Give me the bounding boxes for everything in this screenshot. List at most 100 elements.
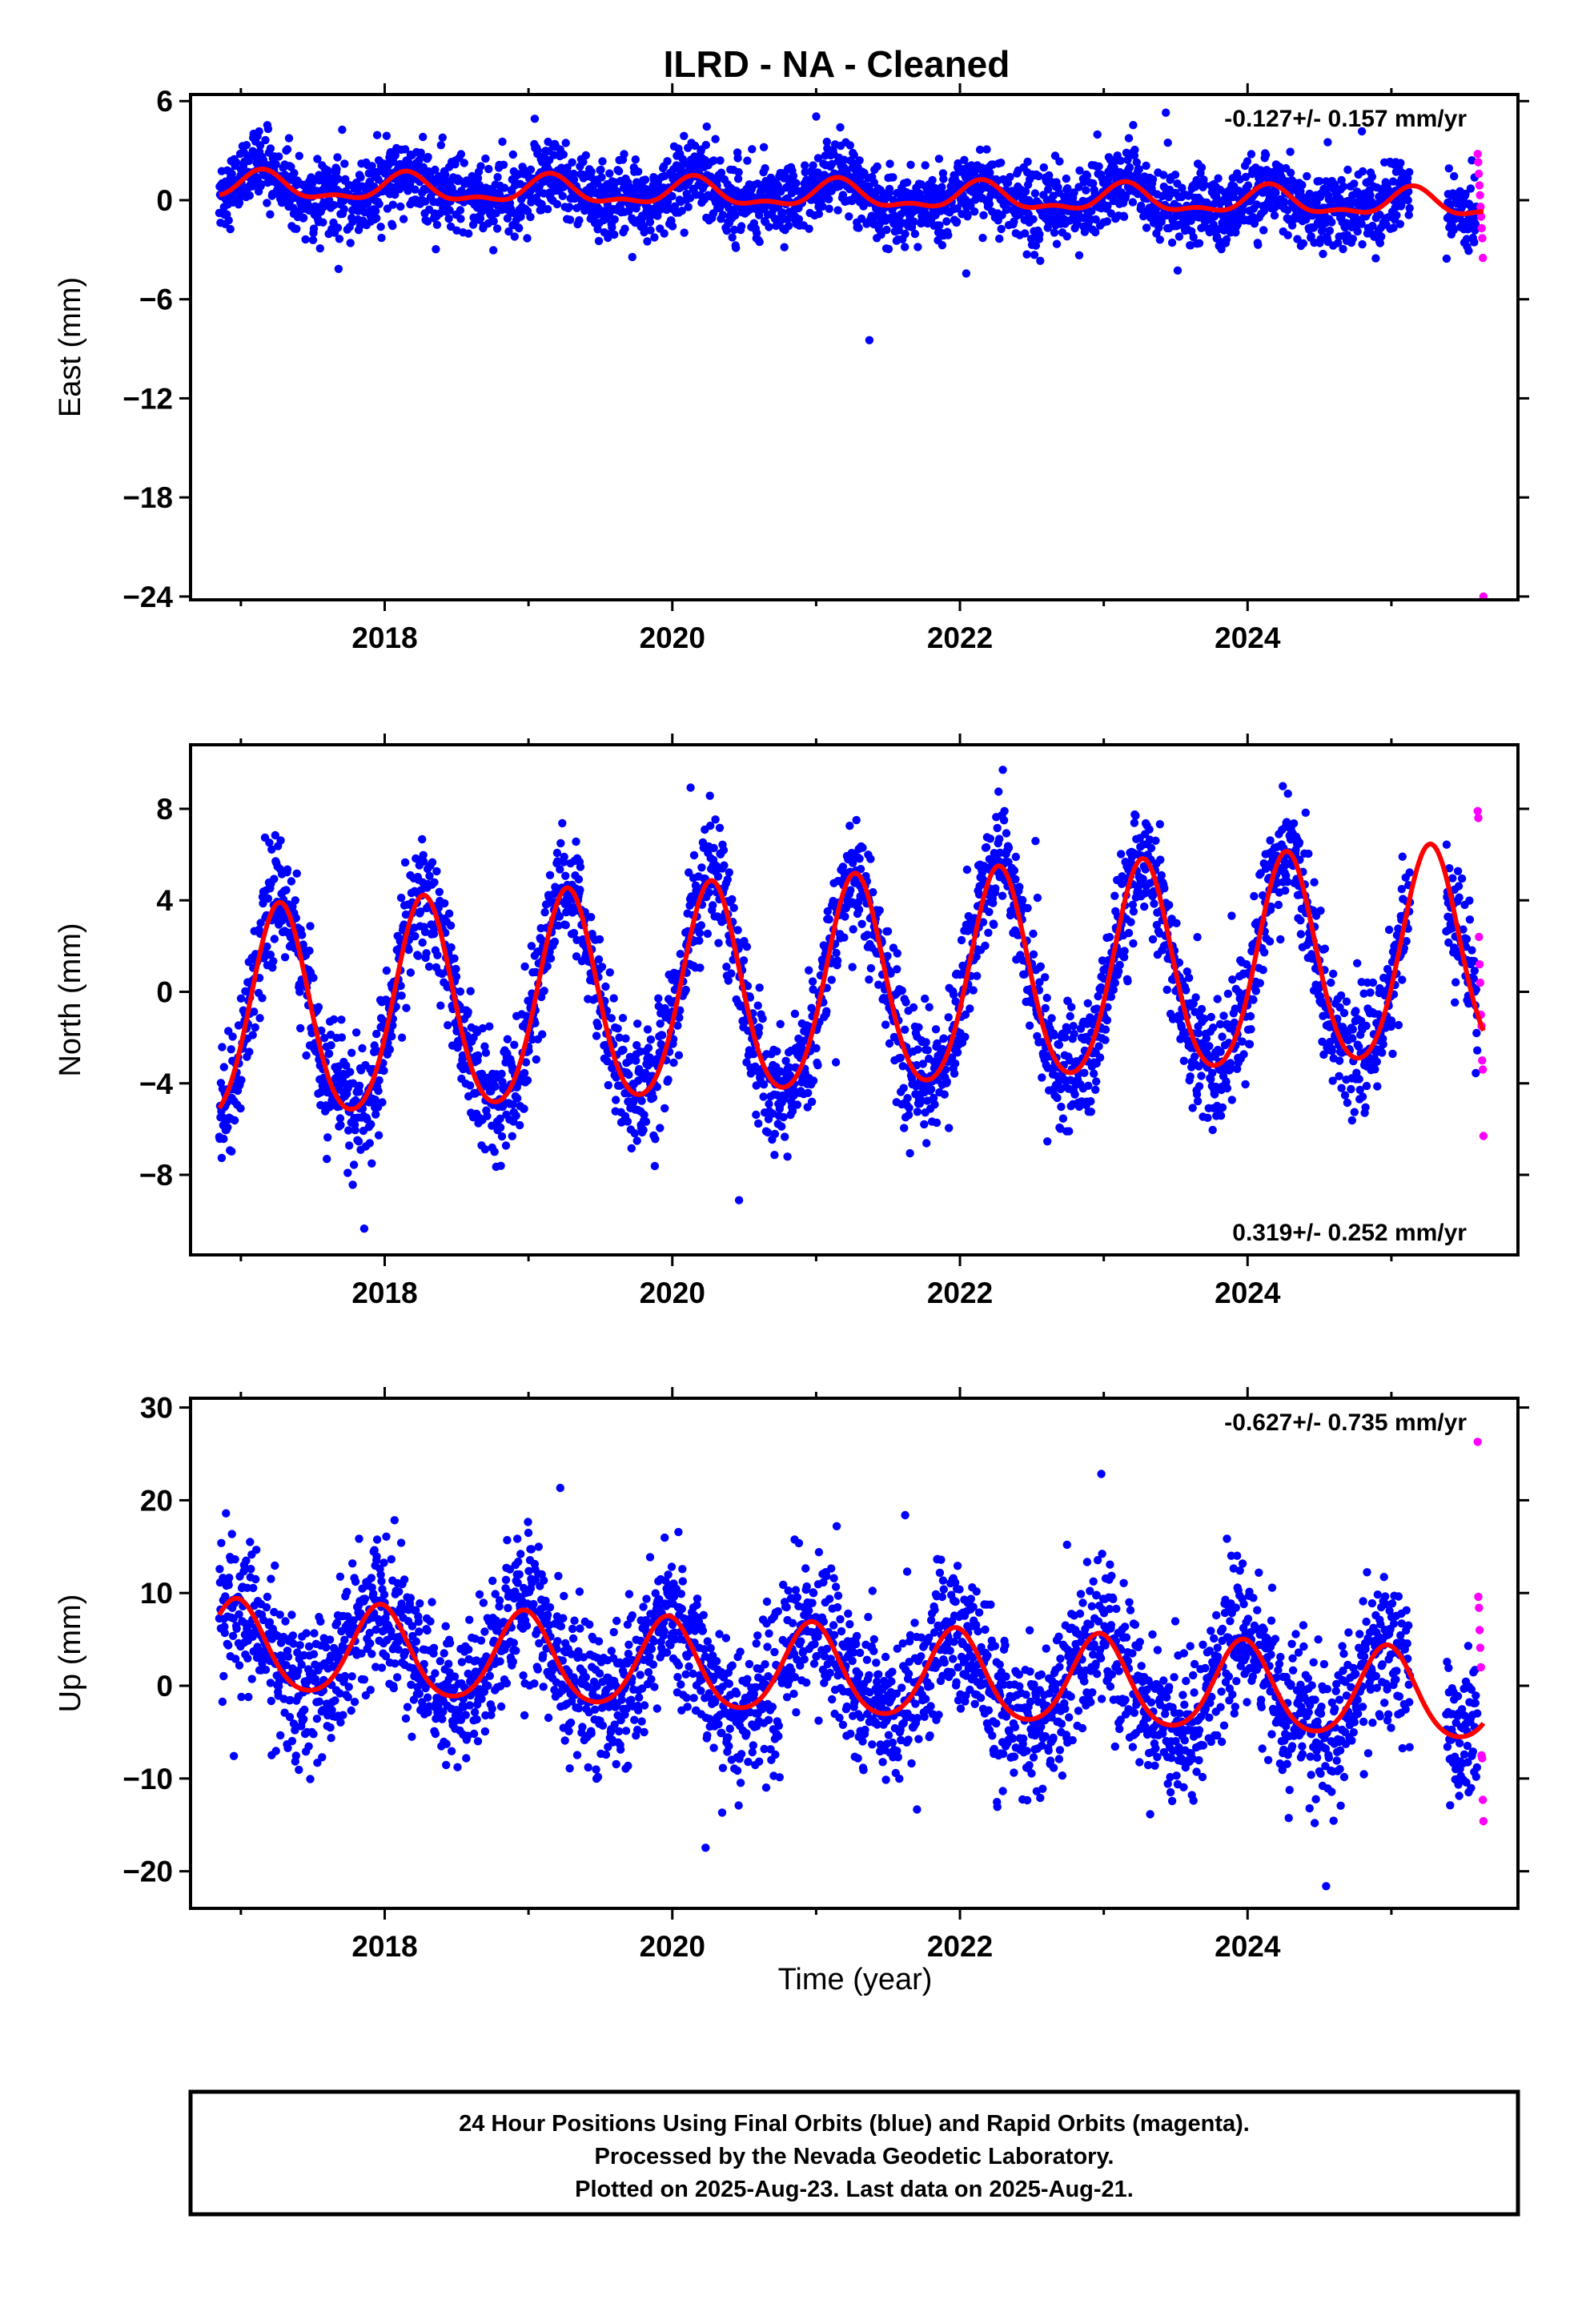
east-final-point xyxy=(329,200,339,210)
east-ytick-label: −12 xyxy=(122,382,173,415)
north-final-point xyxy=(809,1076,818,1085)
east-final-point xyxy=(884,244,893,254)
east-final-point xyxy=(256,179,266,189)
east-final-point xyxy=(820,171,829,179)
east-final-point xyxy=(845,141,855,150)
east-final-point xyxy=(855,156,864,165)
east-final-point xyxy=(579,158,588,167)
east-final-point xyxy=(650,233,659,242)
north-final-point xyxy=(320,1034,329,1043)
north-final-point xyxy=(656,1019,665,1028)
east-final-point xyxy=(1366,191,1375,199)
east-final-point xyxy=(1368,221,1377,231)
east-final-point xyxy=(1089,179,1098,188)
north-final-point xyxy=(354,1137,363,1146)
east-final-point xyxy=(389,157,398,167)
east-final-point xyxy=(814,210,824,219)
north-final-point xyxy=(587,913,596,922)
north-final-point xyxy=(1015,883,1024,891)
east-xtick-label: 2024 xyxy=(1215,621,1281,654)
north-final-point xyxy=(1094,1042,1103,1051)
north-final-point xyxy=(227,1147,236,1156)
east-final-point xyxy=(639,222,648,231)
east-final-point xyxy=(1093,130,1102,139)
north-final-point xyxy=(733,926,742,935)
north-final-point xyxy=(540,987,548,995)
east-final-point xyxy=(261,135,270,145)
north-final-point xyxy=(400,858,410,867)
east-final-point xyxy=(1466,184,1476,193)
east-final-point xyxy=(906,160,915,169)
east-final-point xyxy=(849,151,858,159)
north-final-point xyxy=(255,1014,264,1023)
north-final-point xyxy=(939,1034,949,1043)
east-final-point xyxy=(690,141,700,151)
east-final-point xyxy=(346,239,355,247)
north-final-point xyxy=(1018,895,1027,905)
east-final-point xyxy=(845,212,853,221)
east-final-point xyxy=(489,246,498,255)
east-final-point xyxy=(468,220,478,229)
east-final-point xyxy=(1375,239,1385,247)
east-final-point xyxy=(944,231,953,239)
east-final-point xyxy=(284,134,294,143)
east-final-point xyxy=(526,212,535,222)
north-final-point xyxy=(905,1104,913,1112)
east-final-point xyxy=(885,159,894,168)
north-final-point xyxy=(905,1148,914,1158)
north-final-point xyxy=(654,994,663,1003)
north-final-point xyxy=(561,921,570,930)
east-final-point xyxy=(680,131,689,140)
east-final-point xyxy=(614,167,624,175)
east-plot-frame xyxy=(189,93,1520,601)
north-final-point xyxy=(282,886,291,895)
north-final-point xyxy=(1069,1022,1078,1031)
north-final-points xyxy=(215,766,1482,1233)
north-final-point xyxy=(1050,1031,1059,1040)
north-final-point xyxy=(739,956,749,965)
east-final-point xyxy=(432,220,442,229)
north-final-point xyxy=(236,1104,245,1113)
north-final-point xyxy=(478,1023,488,1033)
north-final-point xyxy=(270,935,279,943)
east-final-point xyxy=(1082,186,1090,195)
east-final-point xyxy=(737,222,746,231)
east-final-point xyxy=(492,224,502,233)
north-final-point xyxy=(841,912,849,921)
north-final-point xyxy=(1080,1068,1089,1077)
east-final-point xyxy=(1243,181,1253,190)
north-final-point xyxy=(627,1144,636,1153)
east-final-point xyxy=(921,161,930,170)
east-final-point xyxy=(942,217,951,226)
east-final-point xyxy=(1357,219,1366,228)
north-final-point xyxy=(522,1011,531,1020)
east-final-point xyxy=(730,225,739,235)
east-final-point xyxy=(789,171,798,180)
east-final-point xyxy=(663,157,672,166)
north-final-point xyxy=(669,1058,678,1068)
east-final-point xyxy=(231,158,241,167)
east-rapid-point xyxy=(1476,191,1484,199)
east-final-point xyxy=(1034,171,1043,181)
east-final-point xyxy=(416,148,425,157)
east-final-point xyxy=(677,207,686,215)
north-final-point xyxy=(656,1124,665,1132)
north-final-point xyxy=(822,1007,831,1015)
north-final-point xyxy=(705,791,714,800)
east-final-point xyxy=(684,203,693,211)
north-final-point xyxy=(473,1051,483,1060)
east-final-point xyxy=(404,187,412,195)
east-final-point xyxy=(869,178,879,187)
east-final-point xyxy=(778,208,787,217)
north-final-point xyxy=(635,1064,644,1074)
east-final-point xyxy=(445,206,454,215)
north-final-point xyxy=(953,1048,962,1057)
north-final-point xyxy=(342,1061,351,1070)
east-final-point xyxy=(295,151,303,160)
east-final-point xyxy=(1331,180,1339,189)
north-final-point xyxy=(845,822,854,830)
east-final-point xyxy=(1128,198,1138,207)
east-final-point xyxy=(608,223,616,232)
north-final-point xyxy=(485,1022,494,1031)
east-final-point xyxy=(1298,180,1307,190)
